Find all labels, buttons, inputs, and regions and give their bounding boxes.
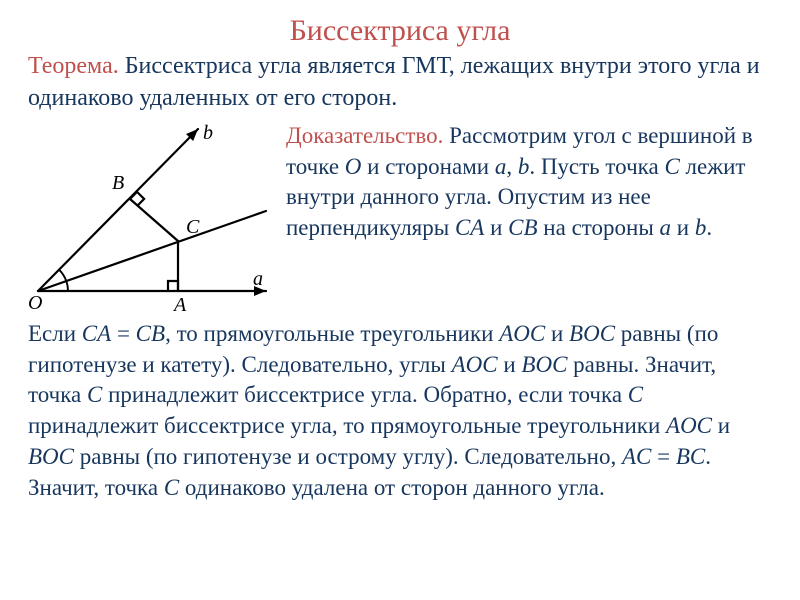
page-title: Биссектриса угла xyxy=(28,14,772,48)
svg-text:b: b xyxy=(203,122,213,144)
svg-text:O: O xyxy=(28,292,42,311)
svg-text:A: A xyxy=(172,294,187,311)
proof-label: Доказательство. xyxy=(286,123,443,148)
proof-lower-block: Если CA = CB, то прямоугольные треугольн… xyxy=(28,319,772,504)
mid-row: O A B Ca b Доказательство. Рассмотрим угол с… xyxy=(28,121,772,311)
theorem-text: Биссектриса угла является ГМТ, лежащих в… xyxy=(28,53,760,111)
svg-text:a: a xyxy=(253,268,263,290)
proof-top-block: Доказательство. Рассмотрим угол с вершин… xyxy=(286,121,772,244)
angle-bisector-diagram: O A B Ca b xyxy=(28,121,272,311)
theorem-label: Теорема. xyxy=(28,53,119,79)
diagram: O A B Ca b xyxy=(28,121,272,311)
svg-text:C: C xyxy=(186,216,200,238)
svg-text:B: B xyxy=(112,172,124,194)
theorem-block: Теорема. Биссектриса угла является ГМТ, … xyxy=(28,50,772,115)
